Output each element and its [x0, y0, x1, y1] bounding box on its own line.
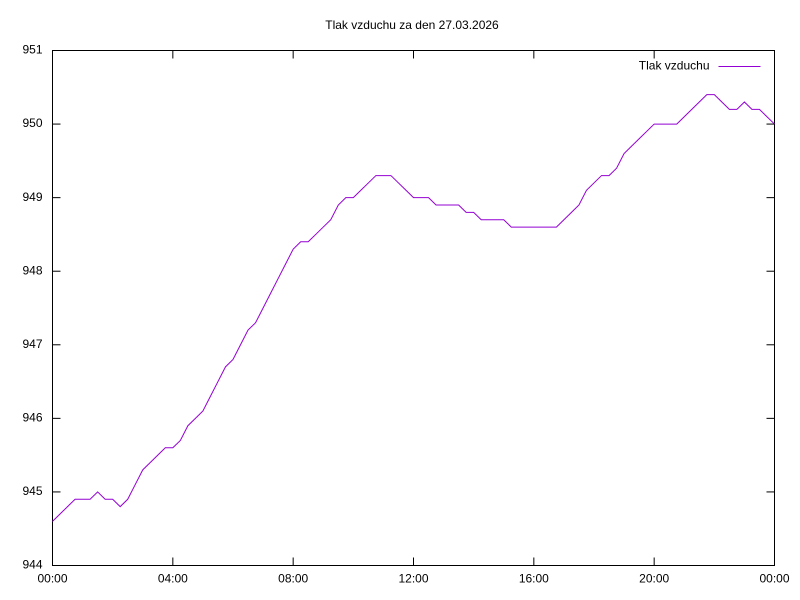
y-tick-label: 948 — [22, 263, 42, 277]
y-tick-label: 945 — [22, 484, 42, 498]
legend-label: Tlak vzduchu — [639, 59, 710, 73]
x-tick-label: 16:00 — [519, 572, 549, 586]
y-tick-label: 950 — [22, 116, 42, 130]
y-tick-label: 951 — [22, 43, 42, 57]
x-tick-label: 00:00 — [37, 572, 67, 586]
chart-title: Tlak vzduchu za den 27.03.2026 — [325, 18, 499, 32]
y-tick-label: 947 — [22, 337, 42, 351]
data-line — [52, 94, 775, 522]
x-tick-label: 04:00 — [158, 572, 188, 586]
x-tick-label: 00:00 — [759, 572, 789, 586]
x-tick-label: 08:00 — [278, 572, 308, 586]
x-tick-label: 12:00 — [398, 572, 428, 586]
y-tick-label: 946 — [22, 411, 42, 425]
x-tick-label: 20:00 — [639, 572, 669, 586]
y-tick-label: 949 — [22, 190, 42, 204]
y-tick-label: 944 — [22, 558, 42, 572]
